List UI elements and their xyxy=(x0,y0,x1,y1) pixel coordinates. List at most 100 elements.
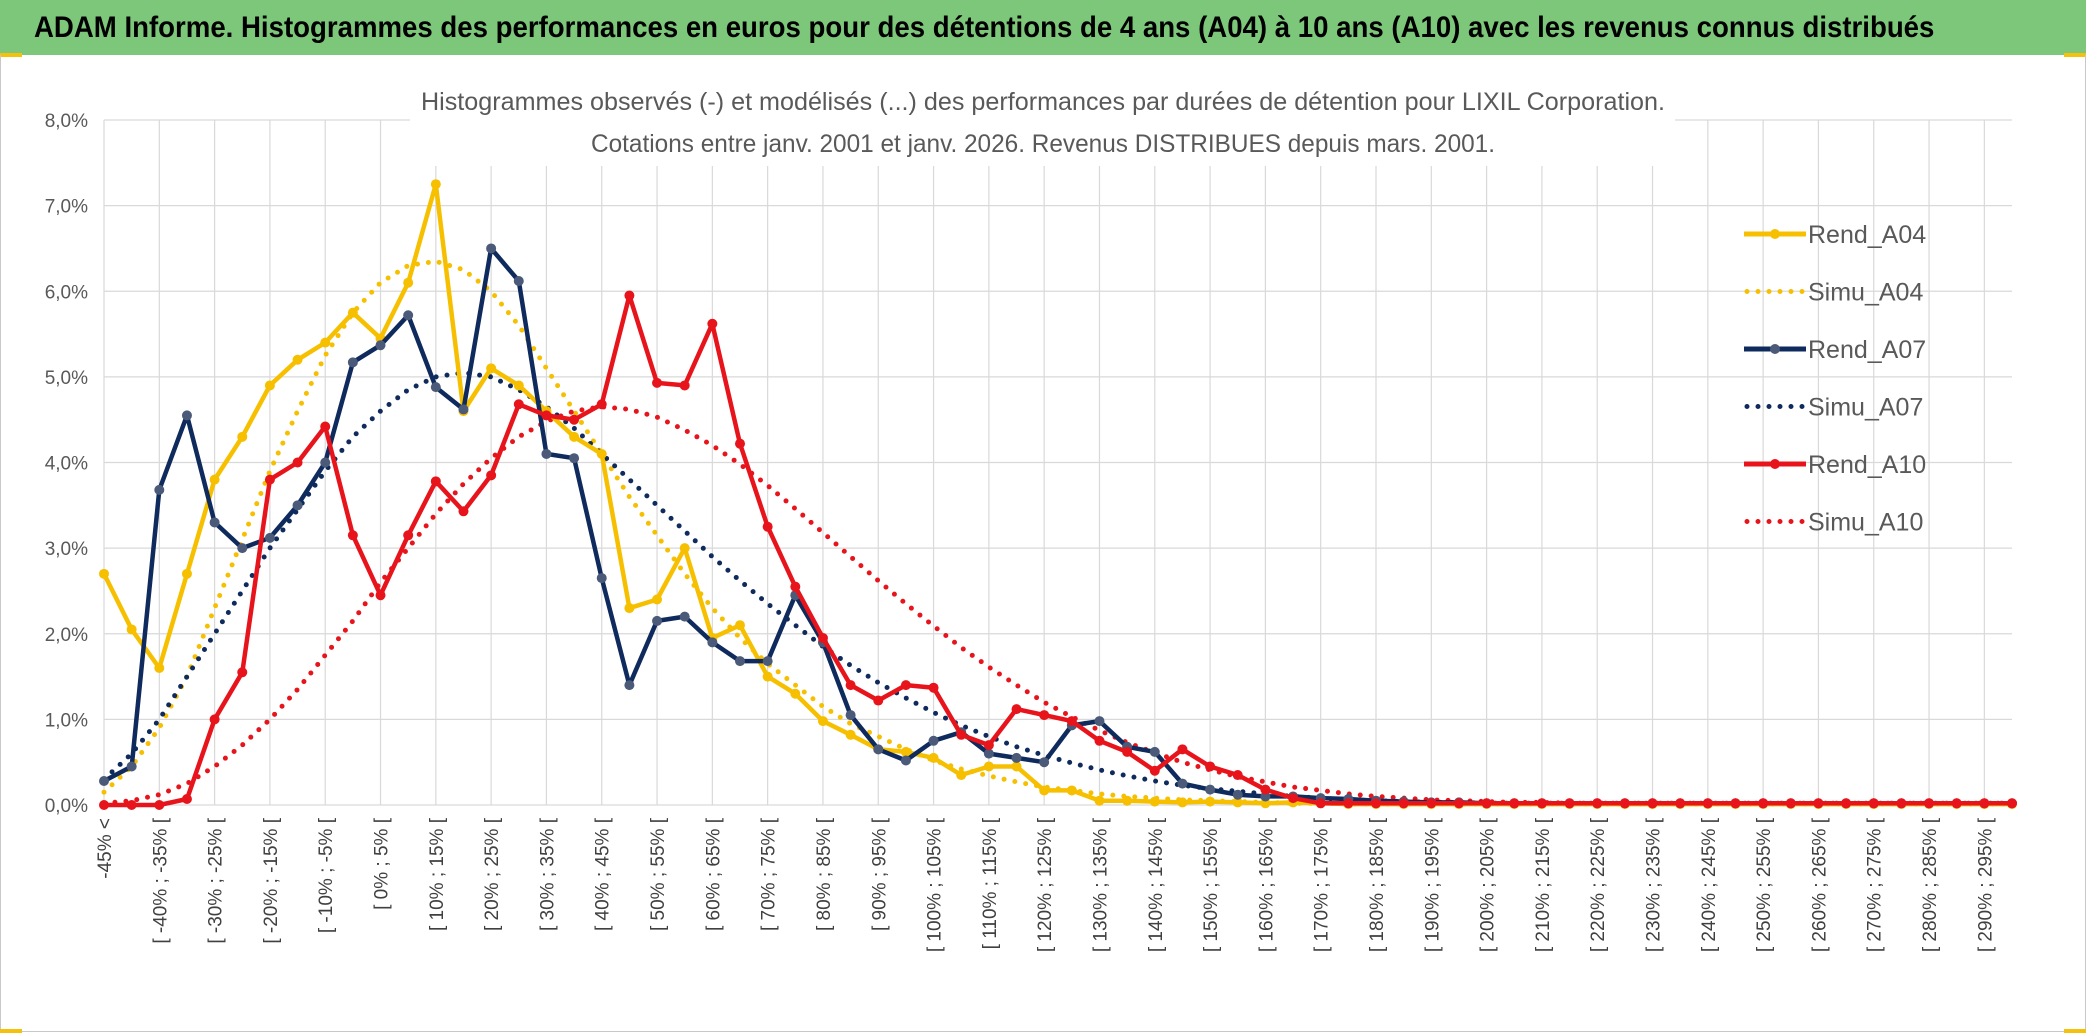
data-point-rend-a10 xyxy=(430,476,441,487)
data-point-rend-a10 xyxy=(790,581,801,592)
x-tick-label: [ -40% ; -35% [ xyxy=(150,817,171,943)
x-tick-label: [ 90% ; 95% [ xyxy=(869,817,890,931)
data-point-rend-a04 xyxy=(596,448,607,459)
data-point-rend-a07 xyxy=(1011,752,1022,763)
data-point-rend-a10 xyxy=(209,714,220,725)
data-point-rend-a04 xyxy=(1039,785,1050,796)
data-point-rend-a10 xyxy=(956,729,967,740)
data-point-rend-a10 xyxy=(1260,784,1271,795)
data-point-rend-a10 xyxy=(1453,798,1464,809)
corner-accent xyxy=(0,1029,22,1033)
x-tick-label: [ 80% ; 85% [ xyxy=(814,817,835,931)
x-tick-label: [ 180% ; 185% [ xyxy=(1367,817,1388,952)
header-bar: ADAM Informe. Histogrammes des performan… xyxy=(0,0,2086,55)
data-point-rend-a07 xyxy=(237,543,248,554)
data-point-rend-a07 xyxy=(486,243,497,254)
data-point-rend-a10 xyxy=(181,794,192,805)
data-point-rend-a04 xyxy=(928,752,939,763)
data-point-rend-a07 xyxy=(983,748,994,759)
data-point-rend-a04 xyxy=(1232,797,1243,808)
data-point-rend-a07 xyxy=(126,761,137,772)
data-point-rend-a07 xyxy=(900,755,911,766)
data-point-rend-a10 xyxy=(1288,793,1299,804)
x-tick-label: [ 10% ; 15% [ xyxy=(427,817,448,931)
x-tick-label: [ 290% ; 295% [ xyxy=(1975,817,1996,952)
data-point-rend-a10 xyxy=(320,421,331,432)
data-point-rend-a07 xyxy=(347,357,358,368)
data-point-rend-a10 xyxy=(1232,770,1243,781)
data-point-rend-a10 xyxy=(1979,798,1990,809)
data-point-rend-a10 xyxy=(1205,761,1216,772)
data-point-rend-a04 xyxy=(181,568,192,579)
grid xyxy=(103,119,2012,806)
data-point-rend-a10 xyxy=(1343,798,1354,809)
data-point-rend-a07 xyxy=(541,448,552,459)
x-tick-label: [ 40% ; 45% [ xyxy=(593,817,614,931)
data-point-rend-a07 xyxy=(209,517,220,528)
data-point-rend-a10 xyxy=(541,410,552,421)
data-point-rend-a07 xyxy=(99,776,109,787)
data-point-rend-a10 xyxy=(1039,710,1050,721)
x-tick-label: [ 190% ; 195% [ xyxy=(1422,817,1443,952)
data-point-rend-a10 xyxy=(486,470,497,481)
data-point-rend-a10 xyxy=(1509,798,1520,809)
data-point-rend-a04 xyxy=(1122,795,1133,806)
data-point-rend-a04 xyxy=(624,603,635,614)
data-point-rend-a04 xyxy=(679,543,690,554)
data-point-rend-a10 xyxy=(458,506,469,517)
data-point-rend-a07 xyxy=(458,404,469,415)
legend-marker-rend-a10 xyxy=(1770,459,1780,469)
data-point-rend-a07 xyxy=(928,735,939,746)
data-point-rend-a10 xyxy=(707,318,718,329)
legend-label-simu-a07: Simu_A07 xyxy=(1808,394,1923,422)
x-tick-label: [ 30% ; 35% [ xyxy=(537,817,558,931)
data-point-rend-a10 xyxy=(1481,798,1492,809)
legend-label-rend-a04: Rend_A04 xyxy=(1808,221,1926,249)
legend-label-rend-a07: Rend_A07 xyxy=(1808,336,1926,364)
data-point-rend-a07 xyxy=(569,453,580,464)
data-point-rend-a04 xyxy=(1177,797,1188,808)
legend-marker-rend-a04 xyxy=(1770,229,1780,239)
data-point-rend-a10 xyxy=(126,800,137,810)
data-point-rend-a07 xyxy=(1177,778,1188,789)
y-tick-label: 8,0% xyxy=(45,111,88,132)
data-point-rend-a10 xyxy=(1619,798,1630,809)
data-point-rend-a10 xyxy=(1011,704,1022,715)
y-axis: 0,0% 1,0% 2,0% 3,0% 4,0% 5,0% 6,0% 7,0% 8,0% xyxy=(45,111,88,817)
series-line-simu-a04 xyxy=(101,258,2015,807)
data-point-rend-a04 xyxy=(900,746,911,757)
data-point-rend-a04 xyxy=(347,307,358,318)
data-point-rend-a04 xyxy=(762,671,773,682)
page-title: ADAM Informe. Histogrammes des performan… xyxy=(34,11,1935,44)
x-tick-label: [ 70% ; 75% [ xyxy=(759,817,780,931)
data-point-rend-a04 xyxy=(486,363,497,374)
chart-title: Histogrammes observés (-) et modélisés (… xyxy=(421,88,1665,116)
data-point-rend-a04 xyxy=(956,770,967,781)
data-point-rend-a04 xyxy=(126,624,137,635)
x-tick-label: -45% < xyxy=(95,818,116,879)
legend-label-rend-a10: Rend_A10 xyxy=(1808,451,1926,479)
y-tick-label: 1,0% xyxy=(45,710,88,731)
data-point-rend-a10 xyxy=(1785,798,1796,809)
x-tick-label: [ 100% ; 105% [ xyxy=(925,817,946,952)
chart-subtitle: Cotations entre janv. 2001 et janv. 2026… xyxy=(591,130,1495,158)
data-point-rend-a07 xyxy=(845,710,856,721)
data-point-rend-a10 xyxy=(1398,798,1409,809)
data-point-rend-a10 xyxy=(1536,798,1547,809)
legend: Rend_A04 Simu_A04 Rend_A07 Simu_A07 Rend_A10… xyxy=(1744,221,1926,537)
x-tick-label: [ 130% ; 135% [ xyxy=(1090,817,1111,952)
x-tick-label: [ 140% ; 145% [ xyxy=(1146,817,1167,952)
data-point-rend-a04 xyxy=(1011,761,1022,772)
series-line-rend-a10 xyxy=(104,293,2012,808)
x-tick-label: [ 20% ; 25% [ xyxy=(482,817,503,931)
data-point-rend-a10 xyxy=(1149,765,1160,776)
data-point-rend-a07 xyxy=(679,611,690,622)
x-tick-label: [ 170% ; 175% [ xyxy=(1312,817,1333,952)
data-point-rend-a07 xyxy=(624,680,635,691)
data-point-rend-a10 xyxy=(1924,798,1935,809)
x-tick-label: [ 60% ; 65% [ xyxy=(703,817,724,931)
data-point-rend-a10 xyxy=(1592,798,1603,809)
data-point-rend-a10 xyxy=(1564,798,1575,809)
data-point-rend-a10 xyxy=(1841,798,1852,809)
data-point-rend-a10 xyxy=(817,633,828,644)
